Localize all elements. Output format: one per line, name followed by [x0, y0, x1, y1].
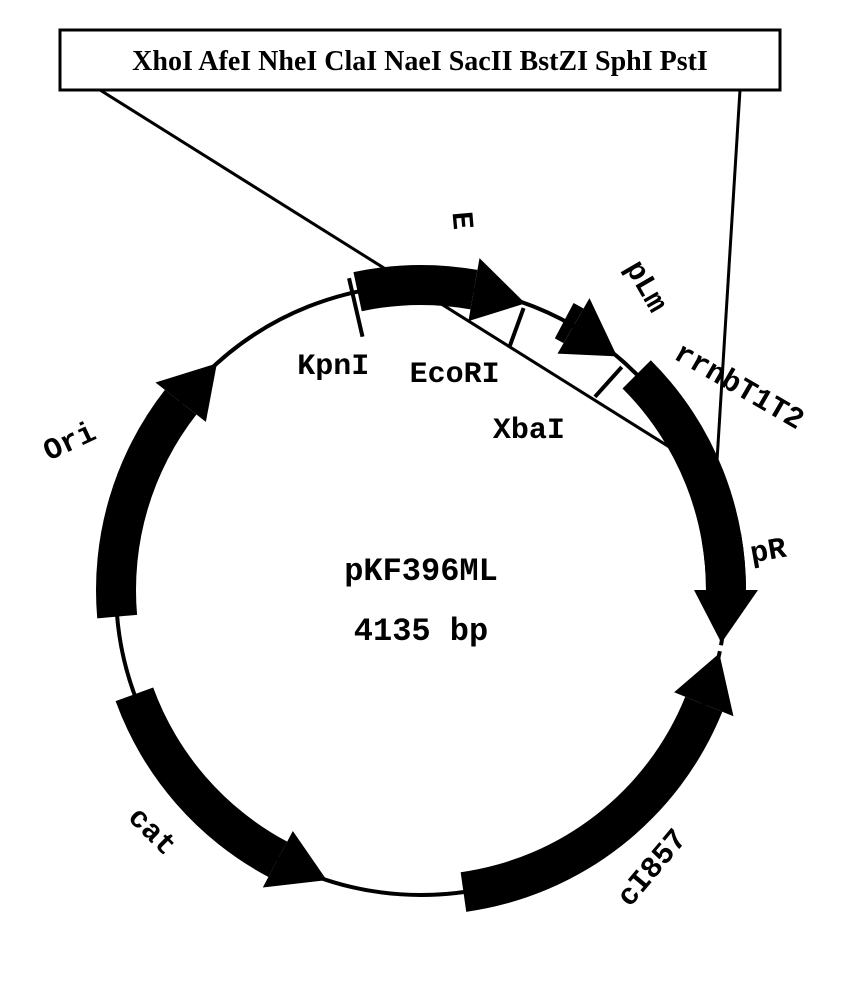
- arc-cat: [116, 687, 288, 876]
- arc-cI857: [461, 697, 723, 912]
- label-cat: cat: [120, 802, 182, 864]
- arc-Ori: [96, 390, 196, 618]
- plasmid-map: pRcI857catOriEpLmrrnbT1T2XbaIEcoRIKpnIXh…: [0, 0, 842, 1000]
- site-tick-XbaI: [595, 367, 622, 397]
- label-pR: pR: [748, 533, 789, 573]
- site-tick-EcoRI: [510, 308, 524, 346]
- plasmid-name: pKF396ML: [344, 553, 498, 590]
- arrow-E: [468, 258, 525, 321]
- label-E: E: [443, 210, 478, 231]
- mcs-text: XhoI AfeI NheI ClaI NaeI SacII BstZI Sph…: [132, 46, 708, 77]
- label-pLm: pLm: [616, 255, 672, 319]
- site-label-KpnI: KpnI: [297, 350, 369, 384]
- mcs-connector-right: [714, 90, 740, 506]
- label-Ori: Ori: [39, 416, 102, 470]
- plasmid-size: 4135 bp: [354, 613, 488, 650]
- site-label-EcoRI: EcoRI: [410, 358, 500, 392]
- site-label-XbaI: XbaI: [493, 414, 565, 448]
